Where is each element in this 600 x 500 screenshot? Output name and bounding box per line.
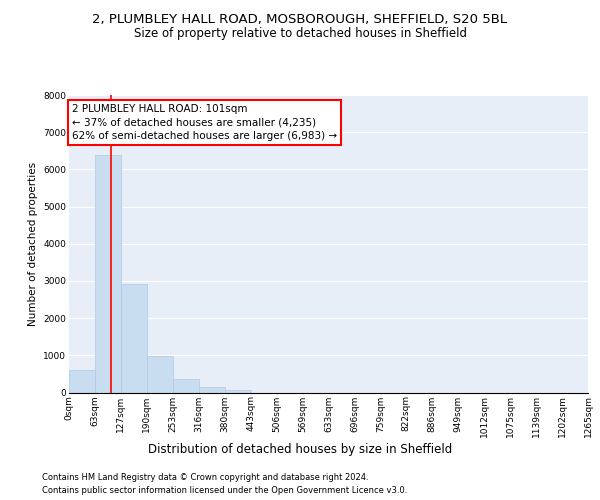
Bar [147, 356, 173, 392]
Text: 2 PLUMBLEY HALL ROAD: 101sqm
← 37% of detached houses are smaller (4,235)
62% of: 2 PLUMBLEY HALL ROAD: 101sqm ← 37% of de… [72, 104, 337, 141]
Bar [173, 379, 199, 392]
Bar [199, 386, 224, 392]
Text: Contains public sector information licensed under the Open Government Licence v3: Contains public sector information licen… [42, 486, 407, 495]
Bar [69, 370, 95, 392]
Bar [95, 154, 121, 392]
Text: 2, PLUMBLEY HALL ROAD, MOSBOROUGH, SHEFFIELD, S20 5BL: 2, PLUMBLEY HALL ROAD, MOSBOROUGH, SHEFF… [92, 12, 508, 26]
Bar [225, 390, 251, 392]
Text: Contains HM Land Registry data © Crown copyright and database right 2024.: Contains HM Land Registry data © Crown c… [42, 472, 368, 482]
Text: Distribution of detached houses by size in Sheffield: Distribution of detached houses by size … [148, 442, 452, 456]
Text: Size of property relative to detached houses in Sheffield: Size of property relative to detached ho… [133, 28, 467, 40]
Bar [121, 284, 147, 393]
Y-axis label: Number of detached properties: Number of detached properties [28, 162, 38, 326]
